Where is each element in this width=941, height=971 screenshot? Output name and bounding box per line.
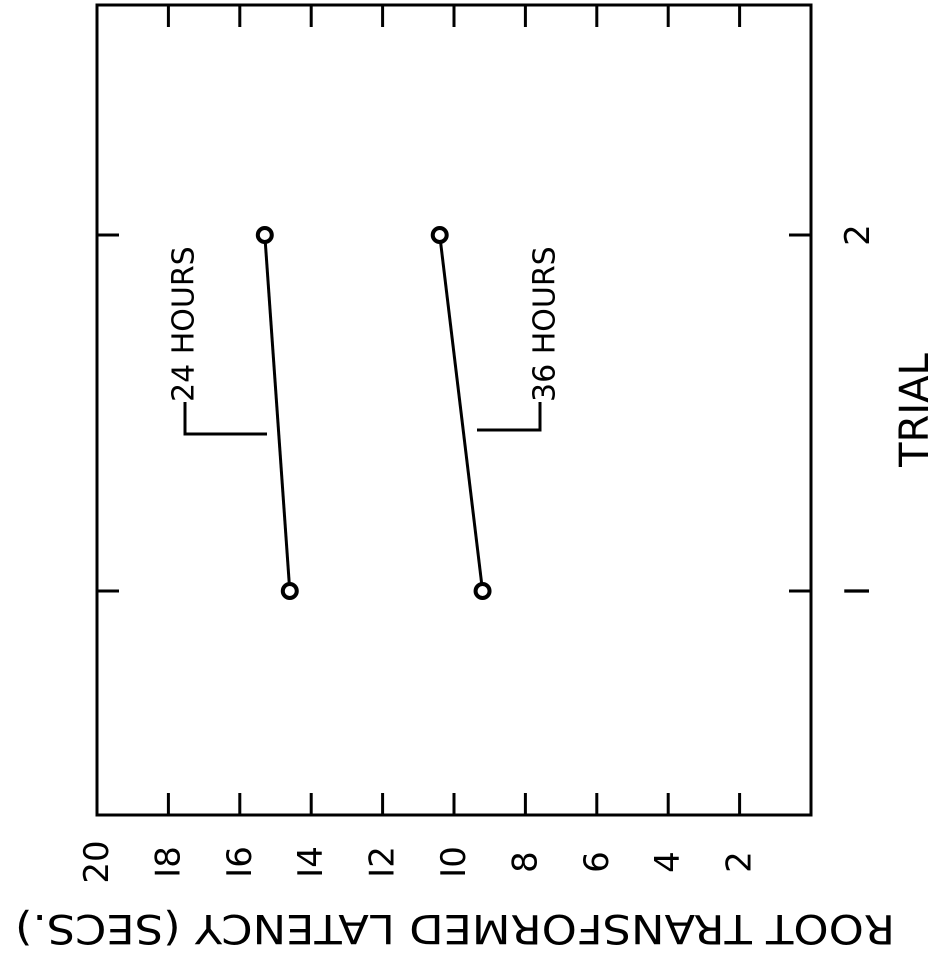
y-axis-tick-labels: 20 I8 I6 I4 I2 I0 8 6 4 2	[77, 840, 760, 883]
y-tick-label: I0	[434, 846, 474, 878]
plot-frame	[95, 3, 813, 817]
y-tick-label: 2	[720, 851, 760, 873]
y-tick-label: I2	[363, 846, 403, 878]
y-tick-label: 4	[648, 851, 688, 873]
x-axis-title: TRIAL	[892, 352, 938, 467]
y-axis-ticks	[95, 5, 742, 815]
x-axis-tick-labels: I2	[838, 224, 878, 596]
series-line	[438, 234, 485, 592]
data-point	[473, 582, 492, 600]
series-callout-bracket	[477, 402, 542, 432]
data-point	[280, 582, 299, 600]
y-tick-label: 6	[577, 851, 617, 873]
x-tick-label: 2	[838, 224, 878, 246]
y-tick-label: 20	[77, 840, 117, 883]
x-axis-ticks	[97, 233, 811, 593]
series-callouts: 24 HOURS 36 HOURS	[167, 246, 563, 436]
x-tick-label: I	[838, 586, 878, 596]
data-point	[255, 226, 274, 244]
series-group	[255, 226, 492, 600]
series-line	[263, 234, 292, 592]
y-tick-label: I8	[148, 846, 188, 878]
series-label: 24 HOURS	[167, 246, 202, 402]
y-tick-label: 8	[505, 851, 545, 873]
y-tick-label: I4	[291, 846, 331, 878]
data-point	[430, 226, 449, 244]
y-tick-label: I6	[220, 846, 260, 878]
series-label: 36 HOURS	[528, 246, 563, 402]
y-axis-title: ROOT TRANSFORMED LATENCY (SECS.)	[15, 905, 895, 951]
series-callout-bracket	[183, 402, 267, 436]
